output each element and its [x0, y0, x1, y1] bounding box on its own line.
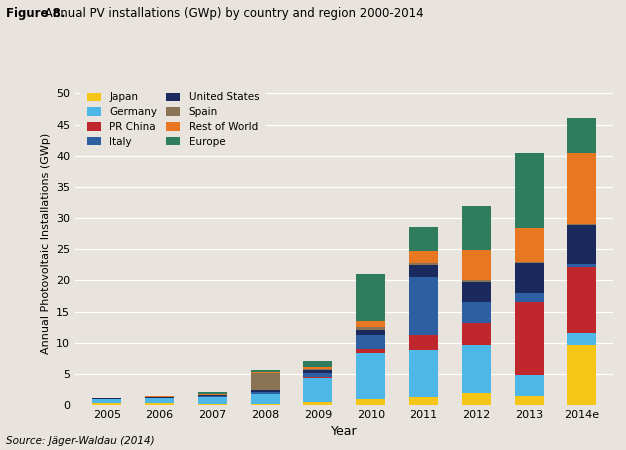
Bar	[462, 392, 491, 405]
Bar	[515, 375, 543, 396]
Bar	[515, 262, 543, 263]
Bar	[567, 345, 597, 405]
Bar	[567, 153, 597, 224]
Legend: Japan, Germany, PR China, Italy, United States, Spain, Rest of World, Europe: Japan, Germany, PR China, Italy, United …	[80, 86, 265, 153]
X-axis label: Year: Year	[331, 425, 357, 438]
Bar	[92, 398, 121, 399]
Bar	[567, 267, 597, 333]
Bar	[145, 398, 174, 403]
Bar	[198, 392, 227, 394]
Bar	[145, 403, 174, 405]
Bar	[92, 403, 121, 405]
Bar	[304, 367, 332, 369]
Bar	[304, 378, 332, 402]
Bar	[145, 397, 174, 398]
Bar	[515, 228, 543, 262]
Bar	[250, 404, 280, 405]
Bar	[409, 277, 438, 335]
Bar	[198, 395, 227, 396]
Bar	[250, 394, 280, 404]
Bar	[304, 402, 332, 405]
Bar	[198, 394, 227, 395]
Text: Source: Jäger-Waldau (2014): Source: Jäger-Waldau (2014)	[6, 436, 155, 446]
Bar	[356, 321, 385, 327]
Bar	[409, 265, 438, 277]
Bar	[250, 372, 280, 374]
Bar	[515, 263, 543, 293]
Bar	[198, 397, 227, 404]
Bar	[567, 225, 597, 264]
Bar	[567, 264, 597, 267]
Y-axis label: Annual Photovoltaic Installations (GWp): Annual Photovoltaic Installations (GWp)	[41, 132, 51, 354]
Bar	[567, 118, 597, 153]
Bar	[356, 274, 385, 321]
Bar	[462, 250, 491, 280]
Bar	[515, 302, 543, 375]
Bar	[304, 361, 332, 367]
Bar	[250, 374, 280, 390]
Bar	[304, 370, 332, 373]
Bar	[409, 227, 438, 252]
Bar	[356, 399, 385, 405]
Bar	[462, 345, 491, 392]
Bar	[409, 252, 438, 263]
Bar	[304, 373, 332, 378]
Bar	[462, 324, 491, 345]
Bar	[409, 397, 438, 405]
Bar	[515, 396, 543, 405]
Text: Figure 8.: Figure 8.	[6, 7, 66, 20]
Bar	[409, 335, 438, 350]
Bar	[356, 335, 385, 350]
Bar	[462, 282, 491, 302]
Bar	[356, 329, 385, 335]
Text: Annual PV installations (GWp) by country and region 2000-2014: Annual PV installations (GWp) by country…	[41, 7, 423, 20]
Bar	[250, 370, 280, 372]
Bar	[515, 153, 543, 228]
Bar	[409, 350, 438, 397]
Bar	[92, 399, 121, 403]
Bar	[462, 302, 491, 324]
Bar	[198, 404, 227, 405]
Bar	[250, 390, 280, 392]
Bar	[567, 224, 597, 225]
Bar	[515, 293, 543, 302]
Bar	[462, 280, 491, 282]
Bar	[356, 327, 385, 329]
Bar	[409, 263, 438, 265]
Bar	[250, 392, 280, 394]
Bar	[356, 350, 385, 353]
Bar	[567, 333, 597, 345]
Bar	[462, 207, 491, 250]
Bar	[356, 353, 385, 399]
